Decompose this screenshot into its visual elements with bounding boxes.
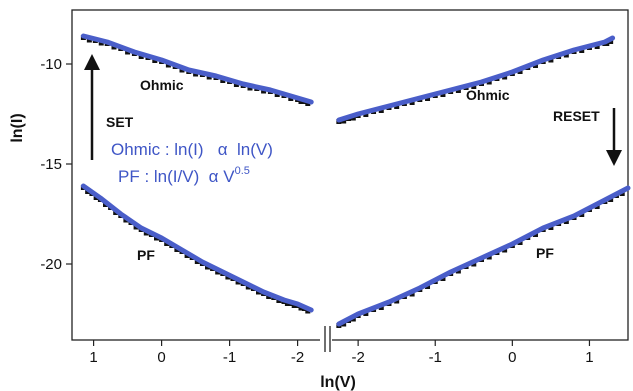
axis-break-gap — [320, 333, 332, 347]
x-tick-label: 0 — [157, 349, 165, 366]
series-line-right-ohmic — [336, 35, 616, 123]
x-axis-label: ln(V) — [320, 374, 356, 391]
x-tick-label: 1 — [585, 349, 593, 366]
y-tick-label: -15 — [40, 156, 62, 173]
annotation-ohmic-right: Ohmic — [466, 87, 510, 103]
annotation-set: SET — [106, 114, 134, 130]
equation-pf-exponent: 0.5 — [235, 165, 250, 177]
tick-layer: -10-15-201 0 -1 -2 -2 -1 0 1 — [40, 56, 593, 366]
annotation-pf-right: PF — [536, 245, 554, 261]
annotation-reset: RESET — [553, 108, 600, 124]
annotation-ohmic-left: Ohmic — [140, 77, 184, 93]
reset-arrow-head — [606, 150, 622, 166]
x-tick-label: -1 — [429, 349, 442, 366]
annotation-pf-left: PF — [137, 247, 155, 263]
equation-ohmic: Ohmic : ln(I) α ln(V) — [111, 140, 273, 159]
equation-pf: PF : ln(I/V) α V0.5 — [118, 165, 250, 186]
y-tick-label: -20 — [40, 256, 62, 273]
x-tick-label: 0 — [508, 349, 516, 366]
x-tick-label: 1 — [89, 349, 97, 366]
series-layer — [80, 33, 631, 328]
set-arrow-head — [84, 54, 100, 70]
x-tick-label: -1 — [223, 349, 236, 366]
x-tick-label: -2 — [351, 349, 364, 366]
series-line-right-pf — [336, 185, 631, 327]
series-line-left-pf — [80, 183, 314, 313]
x-tick-label: -2 — [291, 349, 304, 366]
series-line-left-ohmic — [80, 33, 314, 105]
y-axis-label: ln(I) — [9, 113, 26, 142]
plot-frame — [71, 9, 629, 341]
equation-pf-main: PF : ln(I/V) α V — [118, 167, 235, 186]
y-tick-label: -10 — [40, 56, 62, 73]
